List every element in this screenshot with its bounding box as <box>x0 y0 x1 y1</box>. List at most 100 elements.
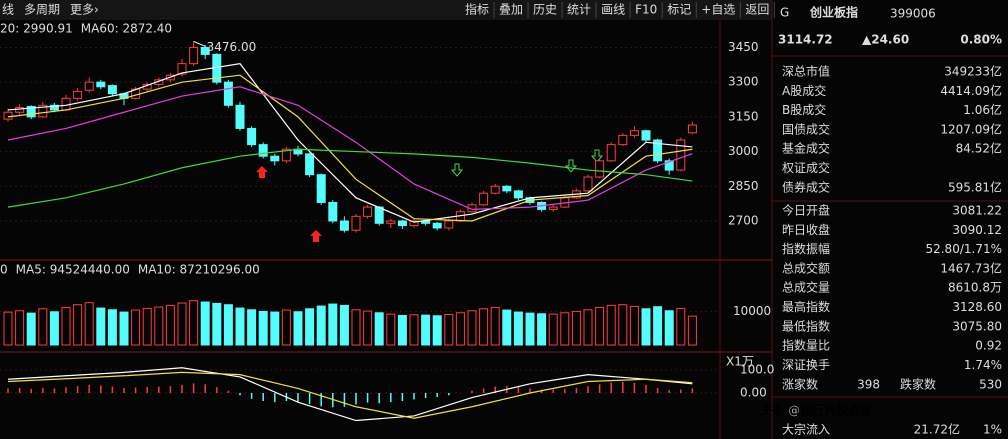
stat-value: 1.06亿 <box>963 102 1002 117</box>
candle-body <box>548 206 558 210</box>
stat-value: 1207.09亿 <box>940 121 1002 136</box>
y-tick-label: 10000 <box>733 304 771 318</box>
candle-body <box>281 148 291 162</box>
toolbar-button[interactable]: 历史 <box>533 3 557 17</box>
stat-label: 深证换手 <box>782 358 830 372</box>
quote-name: 创业板指 <box>809 5 858 20</box>
stat-label: 今日开盘 <box>782 203 830 218</box>
stat-value: 1467.73亿 <box>940 260 1002 275</box>
candle-body <box>363 206 373 217</box>
menu-item[interactable]: 线 <box>2 3 14 17</box>
breadth-label: 跌家数 <box>900 377 936 392</box>
volume-bar <box>26 312 36 346</box>
toolbar-button[interactable]: 统计 <box>567 3 591 17</box>
toolbar-button[interactable]: 标记 <box>667 3 691 17</box>
volume-bar <box>606 304 616 346</box>
volume-bar <box>177 302 187 346</box>
vol-legend: 0 <box>0 263 8 277</box>
volume-bar <box>641 308 651 346</box>
volume-bar <box>618 304 628 346</box>
volume-bar <box>467 310 477 346</box>
candle-body <box>339 220 349 231</box>
y-tick-label: 3150 <box>728 109 759 123</box>
y-tick-label: 3450 <box>728 40 759 54</box>
volume-bar <box>200 301 210 346</box>
quote-pct: 0.80% <box>960 33 1002 47</box>
watermark: 头条 @独行的投资客 <box>760 403 873 418</box>
candle-body <box>107 85 117 95</box>
volume-bar <box>676 307 686 346</box>
candle-body <box>583 176 593 192</box>
volume-bar <box>479 308 489 346</box>
ma-line <box>7 62 693 223</box>
menu-item[interactable]: 多周期 <box>24 3 60 17</box>
candle-body <box>49 104 59 111</box>
volume-bar <box>432 315 442 346</box>
stat-label: 权证成交 <box>782 160 830 175</box>
stat-label: A股成交 <box>782 83 826 98</box>
volume-bar <box>15 310 25 346</box>
volume-bar <box>687 315 697 346</box>
candle-body <box>223 81 233 106</box>
toolbar-bg <box>0 0 772 20</box>
menu-item[interactable]: 更多› <box>70 3 99 17</box>
volume-bar <box>107 309 117 346</box>
macd-line <box>7 367 693 422</box>
stat-label: 基金成交 <box>782 141 830 156</box>
candle-body <box>606 144 616 162</box>
candle-body <box>386 220 396 224</box>
stat-value: 3128.60 <box>952 300 1002 314</box>
toolbar-button[interactable]: 画线 <box>601 3 625 17</box>
volume-bar <box>595 306 605 346</box>
stat-value: 52.80/1.71% <box>925 242 1002 256</box>
breadth-value: 530 <box>979 378 1002 392</box>
candle-body <box>305 153 315 176</box>
candle-body <box>316 174 326 203</box>
candle-body <box>490 185 500 194</box>
stat-value: 3075.80 <box>952 319 1002 333</box>
volume-bar <box>142 307 152 346</box>
toolbar-button[interactable]: 指标 <box>465 2 489 17</box>
toolbar-button[interactable]: +自选 <box>701 3 735 17</box>
toolbar-button[interactable]: F10 <box>635 3 657 17</box>
candle-body <box>432 222 442 229</box>
candle-body <box>664 160 674 171</box>
volume-bar <box>537 313 547 346</box>
candle-body <box>84 81 94 91</box>
stat-label: 指数量比 <box>782 338 830 353</box>
volume-bar <box>525 312 535 346</box>
volume-bar <box>154 306 164 346</box>
stat-value: 8610.8万 <box>948 281 1002 295</box>
candle-body <box>38 104 48 118</box>
stat-label: B股成交 <box>782 102 826 117</box>
y-tick-label: 2700 <box>728 213 759 227</box>
volume-bar <box>235 307 245 346</box>
stat-label: 总成交量 <box>782 280 830 295</box>
stat-label: 最高指数 <box>782 299 830 314</box>
candle-body <box>513 190 523 199</box>
volume-bar <box>397 314 407 346</box>
volume-bar <box>339 304 349 346</box>
volume-bar <box>560 312 570 346</box>
toolbar-button[interactable]: 叠加 <box>499 3 523 17</box>
quote-code: 399006 <box>890 7 936 21</box>
volume-bar <box>653 306 663 346</box>
stat-value: 84.52亿 <box>956 141 1002 156</box>
buy-arrow <box>256 166 322 242</box>
candle-body <box>270 155 280 162</box>
toolbar-button[interactable]: 返回 <box>745 3 769 17</box>
volume-bar <box>409 314 419 346</box>
vol-legend: MA10: 87210296.00 <box>138 263 260 277</box>
volume-bar <box>61 306 71 346</box>
volume-bar <box>664 310 674 346</box>
ma-line <box>7 148 693 208</box>
stat-value: 595.81亿 <box>948 179 1002 194</box>
volume-bar <box>444 313 454 346</box>
volume-bar <box>316 305 326 346</box>
vol-legend: MA5: 94524440.00 <box>16 263 130 277</box>
candle-body <box>687 124 697 134</box>
candle-body <box>595 160 605 178</box>
volume-bar <box>189 300 199 346</box>
candle-body <box>409 220 419 227</box>
